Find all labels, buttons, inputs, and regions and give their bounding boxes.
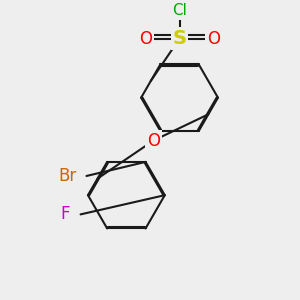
Text: O: O bbox=[139, 30, 152, 48]
Text: O: O bbox=[207, 30, 220, 48]
Text: O: O bbox=[147, 131, 160, 149]
Text: S: S bbox=[172, 29, 187, 48]
Text: Br: Br bbox=[58, 167, 76, 185]
Text: Cl: Cl bbox=[172, 3, 187, 18]
Text: F: F bbox=[61, 206, 70, 224]
